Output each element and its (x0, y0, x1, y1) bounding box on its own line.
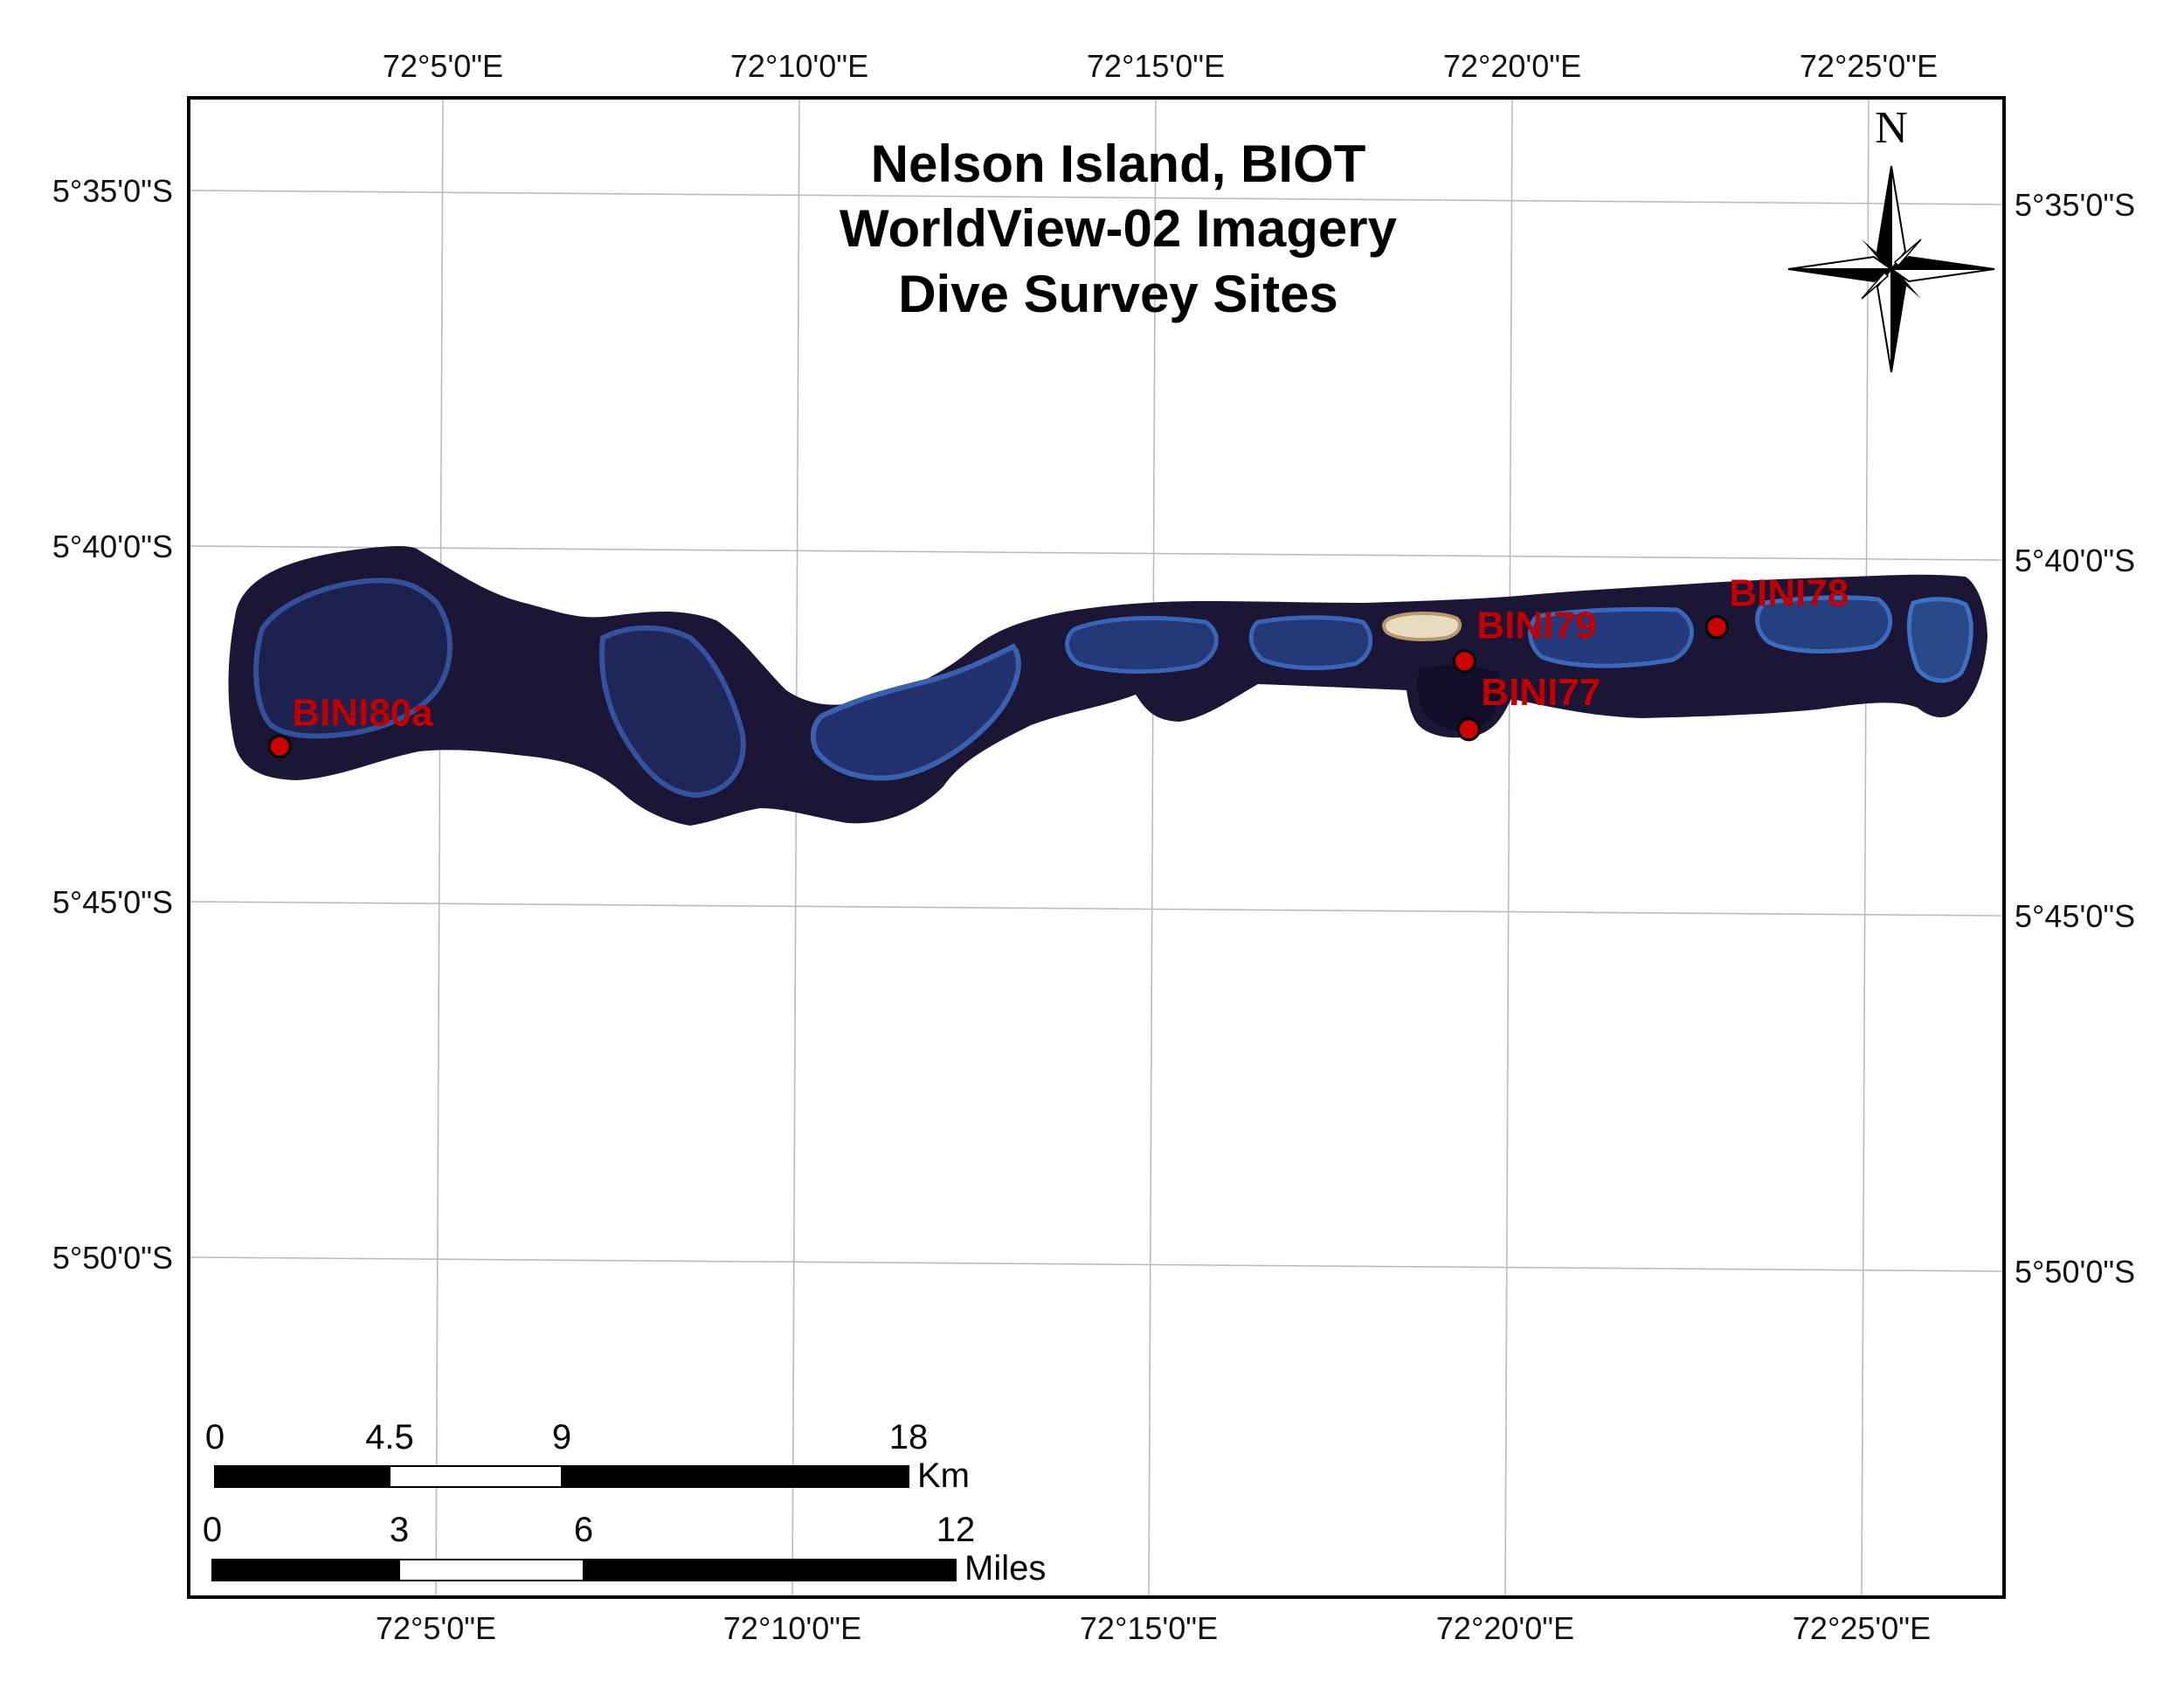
scale-km-segment-2 (389, 1465, 563, 1488)
latitude-label-right: 5°35'0"S (2015, 187, 2135, 223)
graticule-parallel (189, 901, 2004, 917)
longitude-label-bottom: 72°5'0"E (376, 1610, 496, 1646)
survey-site-label: BINI80a (292, 691, 433, 734)
longitude-label-top: 72°20'0"E (1443, 48, 1581, 84)
longitude-label-top: 72°10'0"E (730, 48, 868, 84)
reef-lagoon-east-2 (1248, 615, 1373, 671)
graticule-meridian (1861, 98, 1870, 1597)
map-title-line-2: WorldView-02 Imagery (840, 199, 1398, 258)
survey-site: BINI80a (267, 691, 433, 758)
longitude-label-bottom: 72°25'0"E (1793, 1610, 1931, 1646)
survey-sites: BINI80a BINI79 BINI77 BINI78 (267, 572, 1849, 758)
longitude-label-top: 72°5'0"E (383, 48, 503, 84)
scale-miles-tick-2: 6 (574, 1511, 593, 1549)
scale-bar-km: 0 4.5 9 18 Km (205, 1418, 970, 1495)
scale-miles-tick-1: 3 (390, 1511, 409, 1549)
graticule-meridian (1148, 98, 1157, 1597)
survey-site-marker (1456, 717, 1481, 742)
latitude-label-left: 5°35'0"S (52, 173, 173, 209)
survey-site: BINI77 (1456, 671, 1600, 742)
scale-km-tick-2: 9 (552, 1418, 571, 1456)
latitude-label-right: 5°45'0"S (2015, 898, 2135, 934)
longitude-label-bottom: 72°10'0"E (723, 1610, 861, 1646)
latitude-label-left: 5°40'0"S (52, 529, 173, 564)
reef-deep-pool (1417, 665, 1501, 731)
scale-miles-unit: Miles (964, 1549, 1046, 1588)
longitude-label-top: 72°25'0"E (1800, 48, 1938, 84)
scale-bar-miles: 0 3 6 12 Miles (203, 1511, 1046, 1588)
survey-site-label: BINI79 (1476, 605, 1596, 647)
graticule-meridian (1504, 98, 1513, 1597)
latitude-label-right: 5°40'0"S (2015, 543, 2135, 578)
north-arrow-letter: N (1875, 103, 1908, 153)
graticule-parallel (189, 190, 2004, 205)
longitude-label-bottom: 72°20'0"E (1436, 1610, 1574, 1646)
survey-site-label: BINI78 (1729, 572, 1849, 615)
survey-site-marker (1704, 615, 1729, 640)
graticule (189, 98, 2004, 1597)
scale-km-tick-0: 0 (205, 1418, 225, 1456)
scale-km-segment-1 (214, 1465, 390, 1488)
scale-km-segment-3 (561, 1465, 909, 1488)
scale-miles-tick-3: 12 (936, 1511, 976, 1549)
reef-lagoon-east-3 (1528, 606, 1694, 668)
survey-site-label: BINI77 (1481, 671, 1600, 714)
nelson-island-sand (1382, 612, 1462, 641)
survey-site: BINI79 (1452, 605, 1596, 674)
graticule-parallel (189, 1256, 2004, 1272)
map-frame-background (189, 98, 2004, 1597)
reef-lagoon-central (810, 643, 1021, 781)
longitude-label-bottom: 72°15'0"E (1080, 1610, 1218, 1646)
latitude-label-right: 5°50'0"S (2015, 1254, 2135, 1290)
reef-lagoon-east-1 (1065, 615, 1219, 675)
survey-site-marker (1452, 649, 1476, 674)
reef-lagoon-east-5 (1907, 597, 1973, 683)
longitude-label-top: 72°15'0"E (1087, 48, 1225, 84)
survey-site-marker (267, 734, 292, 758)
map-title: Nelson Island, BIOT WorldView-02 Imagery… (840, 135, 1398, 323)
survey-site: BINI78 (1704, 572, 1849, 640)
reef-lagoon-west-central (599, 625, 746, 799)
north-arrow-icon: N (1787, 103, 1995, 373)
scale-miles-tick-0: 0 (203, 1511, 222, 1549)
scale-km-unit: Km (917, 1456, 970, 1495)
graticule-meridian (791, 98, 800, 1597)
map-title-line-1: Nelson Island, BIOT (871, 135, 1366, 193)
graticule-meridian (435, 98, 444, 1597)
scale-km-tick-1: 4.5 (365, 1418, 414, 1456)
scale-miles-segment-2 (398, 1559, 584, 1581)
scale-km-tick-3: 18 (889, 1418, 929, 1456)
graticule-parallel (189, 545, 2004, 561)
map-frame-border (187, 96, 2006, 1599)
latitude-label-left: 5°50'0"S (52, 1240, 173, 1276)
graticule-tick-labels: 72°5'0"E 72°5'0"E 72°10'0"E 72°10'0"E 72°15'… (52, 48, 2135, 1646)
latitude-label-left: 5°45'0"S (52, 884, 173, 920)
scale-miles-segment-1 (211, 1559, 400, 1581)
scale-miles-segment-3 (583, 1559, 957, 1581)
reef-imagery (228, 546, 1987, 826)
reef-lagoon-east-4 (1755, 595, 1893, 654)
map-title-line-3: Dive Survey Sites (898, 265, 1338, 323)
reef-lagoon-west (253, 578, 453, 739)
